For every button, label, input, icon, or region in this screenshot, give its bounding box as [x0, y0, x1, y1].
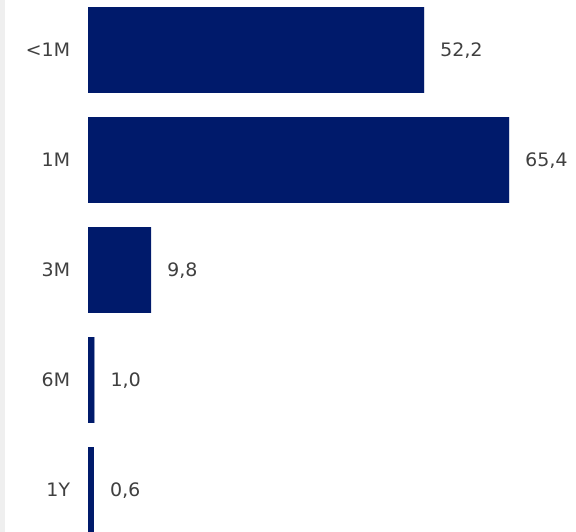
bar-3 — [88, 337, 95, 423]
value-label-4: 0,6 — [110, 479, 140, 501]
value-label-2: 9,8 — [167, 259, 197, 281]
category-label-1: 1M — [42, 149, 70, 171]
value-labels-group: 52,2 65,4 9,8 1,0 0,6 — [110, 39, 567, 501]
category-labels-group: <1M 1M 3M 6M 1Y — [26, 39, 71, 501]
value-label-0: 52,2 — [440, 39, 482, 61]
bar-4 — [88, 447, 94, 532]
bar-1 — [88, 117, 510, 203]
category-label-4: 1Y — [46, 479, 70, 501]
value-label-3: 1,0 — [110, 369, 140, 391]
bar-2 — [88, 227, 152, 313]
bars-group — [88, 7, 510, 532]
category-label-3: 6M — [42, 369, 70, 391]
category-label-0: <1M — [26, 39, 70, 61]
value-label-1: 65,4 — [525, 149, 567, 171]
left-edge-strip — [0, 0, 5, 532]
bar-0 — [88, 7, 425, 93]
category-label-2: 3M — [42, 259, 70, 281]
